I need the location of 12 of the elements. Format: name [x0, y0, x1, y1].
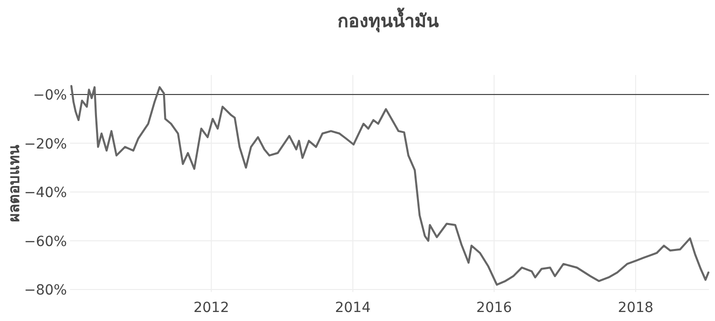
y-axis-title: ผลตอบแทน [5, 144, 23, 222]
y-tick-label: −0% [33, 88, 67, 104]
x-tick-label: 2016 [476, 300, 512, 316]
y-tick-label: −20% [24, 136, 67, 152]
x-tick-label: 2018 [618, 300, 654, 316]
chart-title: กองทุนน้ำมัน [338, 7, 440, 33]
y-tick-label: −60% [24, 234, 67, 250]
x-tick-label: 2014 [334, 300, 371, 316]
y-tick-label: −80% [24, 282, 67, 299]
line-series [70, 84, 710, 286]
y-tick-label: −40% [24, 185, 67, 202]
x-tick-label: 2012 [193, 300, 230, 316]
